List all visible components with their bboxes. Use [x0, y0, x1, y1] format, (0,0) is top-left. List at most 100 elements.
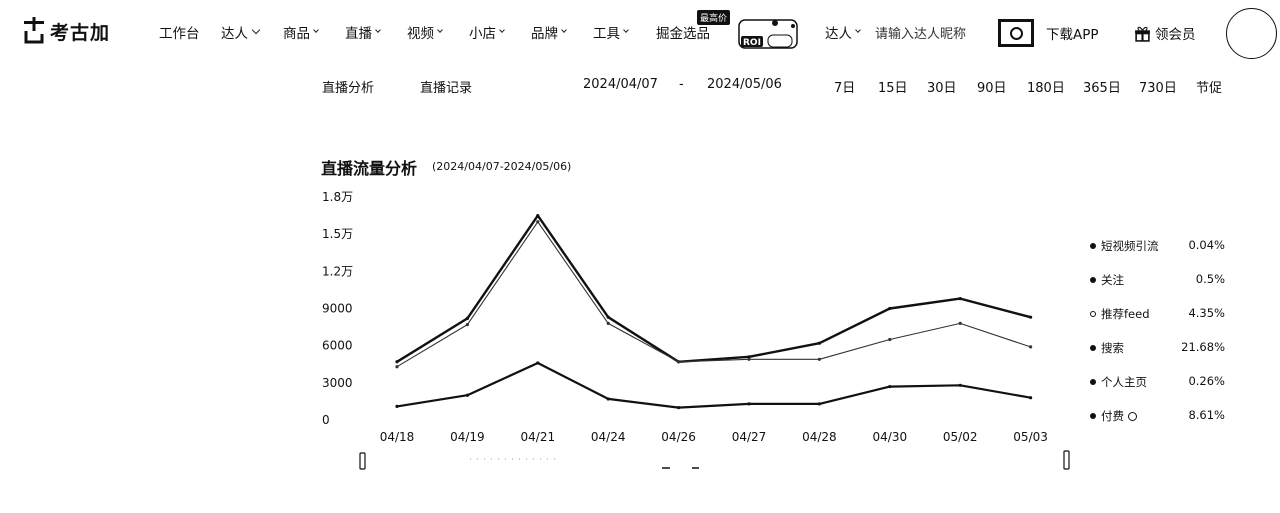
- x-tick-label: 04/24: [591, 430, 626, 444]
- legend-marker: [1090, 311, 1096, 317]
- nav-item-shop[interactable]: 小店: [469, 22, 505, 42]
- legend-marker: [1090, 277, 1096, 283]
- nav-item-live[interactable]: 直播: [345, 22, 381, 42]
- data-point: [606, 321, 610, 325]
- claim-vip-button[interactable]: 领会员: [1134, 23, 1196, 43]
- x-tick-label: 04/28: [802, 430, 837, 444]
- data-point: [606, 397, 610, 401]
- series-line-1: [396, 214, 1031, 363]
- data-point: [536, 220, 540, 224]
- range-7d[interactable]: 7日: [834, 81, 856, 96]
- data-point: [465, 323, 469, 327]
- data-point: [606, 315, 610, 319]
- data-point: [395, 365, 399, 369]
- live-subnav: 直播分析 直播记录 2024/04/07 - 2024/05/06 7日 15日…: [0, 74, 1280, 96]
- search-scope-select[interactable]: 达人: [825, 22, 861, 42]
- y-tick-label: 9000: [322, 302, 353, 316]
- brand-name: 考古加: [50, 21, 111, 44]
- range-365d[interactable]: 365日: [1083, 81, 1121, 96]
- download-app-button[interactable]: 下载APP: [998, 19, 1099, 47]
- legend-item-paid[interactable]: 付费 8.61%: [1090, 408, 1230, 426]
- range-15d[interactable]: 15日: [878, 81, 908, 96]
- data-point: [395, 404, 399, 408]
- nav-item-tools[interactable]: 工具: [593, 22, 629, 42]
- x-tick-label: 04/21: [521, 430, 556, 444]
- date-separator: -: [679, 77, 684, 92]
- x-tick-label: 05/02: [943, 430, 978, 444]
- data-point: [747, 357, 751, 361]
- y-tick-label: 1.2万: [322, 264, 353, 278]
- nav-item-creators[interactable]: 达人: [221, 22, 261, 42]
- series-line-2: [396, 221, 1031, 368]
- top-navigation-bar: 考古加 工作台 达人 商品 直播 视频 小店 品牌 工具 掘金选品 最高价 RO…: [0, 0, 1280, 66]
- nav-item-brand[interactable]: 品牌: [531, 22, 567, 42]
- tab-live-records[interactable]: 直播记录: [420, 81, 473, 96]
- y-tick-label: 6000: [322, 339, 353, 353]
- qrcode-icon: [998, 19, 1034, 47]
- data-point: [677, 360, 681, 364]
- hot-badge: 最高价: [697, 10, 731, 25]
- legend-item-search[interactable]: 搜索 21.68%: [1090, 340, 1230, 358]
- data-point: [958, 383, 962, 387]
- legend-item-profile[interactable]: 个人主页 0.26%: [1090, 374, 1230, 392]
- legend-item-short-video[interactable]: 短视频引流 0.04%: [1090, 238, 1230, 256]
- data-point: [747, 402, 751, 406]
- legend-item-follow[interactable]: 关注 0.5%: [1090, 272, 1230, 290]
- range-180d[interactable]: 180日: [1027, 81, 1065, 96]
- legend-item-recommend-feed[interactable]: 推荐feed 4.35%: [1090, 306, 1230, 324]
- data-point: [536, 361, 540, 365]
- data-point: [888, 337, 892, 342]
- nav-item-gold-picks[interactable]: 掘金选品: [656, 26, 710, 42]
- x-tick-label: 05/03: [1013, 430, 1048, 444]
- data-point: [395, 360, 399, 364]
- chevron-down-icon: [313, 27, 319, 33]
- range-slider-left-handle[interactable]: [359, 452, 366, 470]
- legend-marker: [1090, 345, 1096, 351]
- data-point: [958, 296, 962, 301]
- range-30d[interactable]: 30日: [927, 81, 957, 96]
- x-tick-label: 04/18: [380, 430, 415, 444]
- chevron-down-icon: [499, 27, 505, 33]
- data-point: [465, 393, 469, 397]
- data-point: [747, 355, 751, 359]
- nav-item-video[interactable]: 视频: [407, 22, 443, 42]
- brand-logo-icon: [24, 17, 44, 44]
- data-point: [817, 402, 822, 406]
- date-start-input[interactable]: 2024/04/07: [583, 77, 658, 92]
- chevron-down-icon: [623, 27, 629, 33]
- data-point: [817, 357, 822, 361]
- data-point: [536, 213, 540, 218]
- legend-marker: [1090, 379, 1096, 385]
- chart-date-range: (2024/04/07-2024/05/06): [432, 160, 572, 173]
- range-slider-right-handle[interactable]: [1063, 450, 1070, 470]
- range-730d[interactable]: 730日: [1139, 81, 1177, 96]
- gift-icon: [1135, 26, 1150, 42]
- x-tick-label: 04/27: [732, 430, 767, 444]
- nav-item-products[interactable]: 商品: [283, 22, 319, 42]
- chevron-down-icon: [251, 25, 261, 35]
- tab-live-analysis[interactable]: 直播分析: [322, 81, 375, 96]
- range-promotions[interactable]: 节促: [1196, 81, 1223, 96]
- legend-marker: [1090, 243, 1096, 249]
- data-point: [1029, 315, 1033, 319]
- chevron-down-icon: [437, 27, 443, 33]
- y-tick-label: 1.5万: [322, 227, 353, 241]
- legend-marker: [1090, 413, 1096, 419]
- chevron-down-icon: [375, 27, 381, 33]
- brand-logo[interactable]: 考古加: [22, 17, 110, 45]
- data-point: [888, 384, 892, 389]
- chevron-down-icon: [855, 27, 861, 33]
- data-point: [465, 316, 469, 321]
- x-tick-label: 04/19: [450, 430, 485, 444]
- roi-promo-image[interactable]: ROI: [735, 14, 803, 54]
- date-end-input[interactable]: 2024/05/06: [707, 77, 782, 92]
- search-input[interactable]: 请输入达人昵称: [875, 27, 967, 42]
- user-avatar[interactable]: [1226, 8, 1277, 59]
- data-point: [958, 321, 962, 325]
- y-tick-label: 3000: [322, 376, 353, 390]
- traffic-line-chart: 1.8万 1.5万 1.2万 9000 6000 3000 0 04/18 04/19 04/21…: [322, 190, 1070, 470]
- nav-item-workbench[interactable]: 工作台: [159, 26, 200, 42]
- data-point: [888, 306, 892, 311]
- range-90d[interactable]: 90日: [977, 81, 1007, 96]
- series-line-3: [396, 361, 1031, 409]
